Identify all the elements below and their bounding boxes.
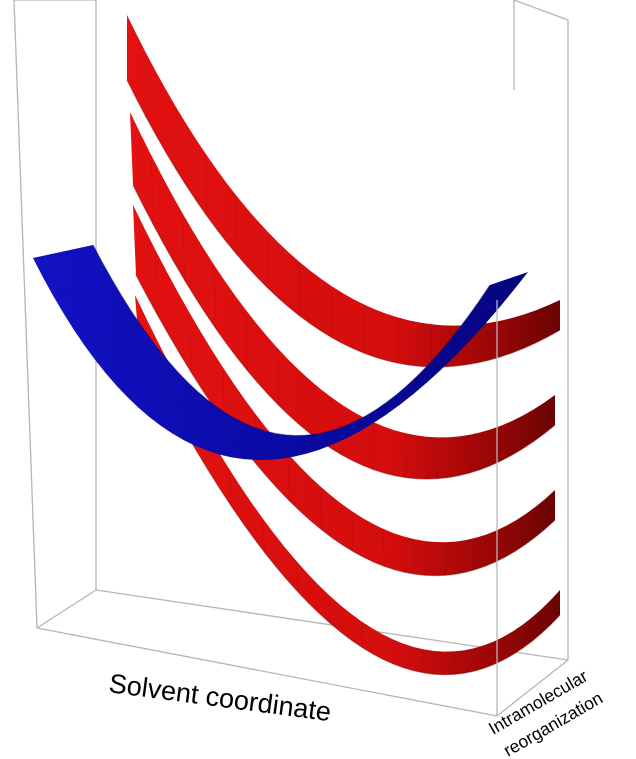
reactant-ribbon-mesh-line [437,353,456,356]
product-surface-mesh-line [372,422,375,470]
product-surface-face [135,295,560,675]
product-surface-mesh-line [213,265,217,330]
product-surface [126,15,561,368]
reactant-ribbon-mesh-line [53,278,112,297]
reactant-ribbon [33,244,528,461]
product-surface-mesh-line [155,250,159,317]
product-surface-mesh-line [360,621,363,648]
product-surface-mesh-line [309,379,311,434]
reactant-ribbon-mesh-line [183,413,227,441]
reactant-ribbon-mesh-line [468,307,499,316]
product-surfaces [126,15,561,676]
product-surface [133,205,556,577]
product-surface-face [127,15,560,367]
product-surface-face [130,112,555,479]
x-axis-label: Solvent coordinate [107,668,333,727]
product-surface-mesh-line [277,348,280,406]
product-surface-mesh-line [150,154,155,226]
product-surface-mesh-line [319,486,322,530]
product-surface-face [133,205,555,576]
product-surface-mesh-line [287,453,290,501]
reactant-ribbon-mesh-line [332,425,347,445]
reactant-ribbon-mesh-line [255,434,287,461]
product-surface-edge [132,184,556,480]
reactant-ribbon-mesh-line [372,409,377,424]
product-surface-mesh-line [228,468,232,507]
product-surface-mesh-line [245,310,248,371]
product-surface-mesh-line [182,213,186,281]
product-surface-edge [135,274,556,577]
reactant-ribbon-edge [92,244,491,437]
reactant-ribbon-mesh-line [406,385,414,395]
product-surface-mesh-line [262,518,266,553]
box-front-edges [13,0,569,717]
product-surface-edge [126,79,561,368]
reactant-ribbon-face [33,245,528,460]
product-surface-mesh-line [328,595,331,624]
reactant-ribbon-mesh-line [293,433,316,457]
product-surface-mesh-line [351,511,354,552]
reactant-ribbon-mesh-line [219,427,257,455]
product-surface-mesh-line [295,560,299,592]
product-surface-mesh-line [392,639,394,664]
product-surface-mesh-line [383,528,385,567]
reactant-surface [33,244,528,461]
product-surface-mesh-line [188,312,192,373]
product-surface [130,112,556,480]
reactant-ribbon-mesh-line [149,391,198,418]
reactant-ribbon-mesh-line [84,323,141,346]
reactant-ribbon-mesh-line [116,361,169,386]
